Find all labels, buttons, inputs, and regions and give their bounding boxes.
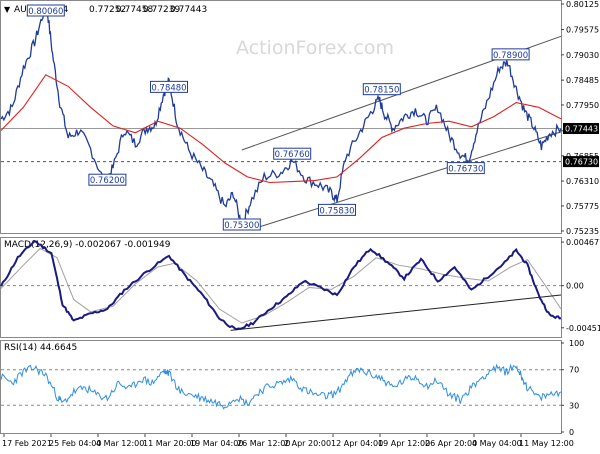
price-annotation-box [273, 147, 312, 160]
macd-layer [0, 239, 562, 331]
price-layer: 0.80060 0.78480 0.76200 0.75300 0.76760 0.758… [0, 4, 562, 231]
rsi-ytick-label: 100 [569, 339, 584, 348]
channel-lower-line [258, 131, 562, 228]
ohlc-open: 0.77252 [89, 5, 126, 15]
price-annotation-box [88, 173, 127, 186]
xtick-label: 4 May 04:00 [472, 439, 522, 448]
level-price-tag-label: 0.76730 [565, 158, 598, 167]
price-annotation-box [446, 162, 485, 175]
macd-ytick-label: -0.004519 [566, 324, 600, 333]
price-annotation-label: 0.78480 [151, 83, 186, 93]
price-ytick-label: 0.79575 [566, 26, 599, 35]
rsi-ytick-label: 70 [569, 366, 579, 375]
price-ytick-label: 0.75235 [566, 227, 599, 236]
macd-ytick-label: 0.004677 [566, 238, 600, 247]
price-annotation-label: 0.76760 [275, 150, 310, 160]
xtick-label: 17 Feb 2021 [2, 439, 52, 448]
rsi-ytick-label: 0 [569, 428, 574, 437]
macd-panel-frame [0, 237, 562, 338]
macd-signal-line [0, 247, 562, 324]
price-annotation-label: 0.76730 [448, 165, 483, 175]
xtick-label: 11 Mar 20:00 [143, 439, 196, 448]
price-annotation-label: 0.80060 [28, 7, 63, 17]
xtick-label: 19 Apr 12:00 [378, 439, 430, 448]
moving-average-line [0, 74, 562, 184]
price-ytick-label: 0.79030 [566, 51, 599, 60]
price-annotation-label: 0.78900 [493, 51, 528, 61]
price-annotation-box [318, 203, 356, 216]
price-series-line [0, 5, 562, 229]
price-ytick-label: 0.75775 [566, 202, 599, 211]
xtick-label: 25 Feb 04:00 [49, 439, 101, 448]
macd-main-line [0, 239, 562, 331]
xtick-label: 4 Mar 12:00 [96, 439, 144, 448]
price-ytick-label: 0.76310 [566, 177, 599, 186]
price-annotation-label: 0.76200 [90, 176, 125, 186]
level-price-tag [563, 156, 599, 168]
price-ytick-label: 0.80125 [566, 0, 599, 9]
xtick-label: 26 Mar 12:00 [237, 439, 290, 448]
price-annotation-label: 0.78150 [364, 86, 399, 96]
xtick-label: 2 Apr 20:00 [284, 439, 331, 448]
xtick-label: 11 May 12:00 [519, 439, 574, 448]
current-price-tag-label: 0.77443 [565, 125, 598, 134]
price-annotation-label: 0.75300 [224, 221, 259, 231]
macd-ytick-label: 0.00 [566, 282, 584, 291]
instrument-icon[interactable]: ▼ [4, 5, 11, 14]
price-annotation-box [491, 48, 530, 61]
price-ytick-label: 0.77950 [566, 101, 599, 110]
ohlc-low: 0.77239 [143, 5, 180, 15]
xtick-label: 26 Apr 20:00 [425, 439, 477, 448]
price-annotation-box [362, 83, 401, 96]
price-ytick-label: 0.78485 [566, 76, 599, 85]
rsi-label: RSI(14) 44.6645 [4, 343, 77, 353]
ohlc-close: 0.77443 [170, 5, 207, 15]
watermark: ActionForex.com [236, 37, 394, 59]
rsi-panel-frame [0, 340, 562, 434]
current-price-tag [563, 123, 599, 135]
xtick-label: 12 Apr 04:00 [331, 439, 383, 448]
price-annotation-box [26, 4, 65, 17]
price-annotation-box [150, 80, 188, 93]
xtick-label: 19 Mar 04:00 [190, 439, 243, 448]
price-annotation-label: 0.75830 [319, 206, 354, 216]
macd-trendline [230, 294, 562, 331]
ohlc-high: 0.77458 [116, 5, 153, 15]
rsi-ytick-label: 30 [569, 401, 579, 410]
price-annotation-box [222, 218, 261, 231]
rsi-layer [0, 363, 562, 410]
price-panel-frame [0, 0, 562, 234]
rsi-line [0, 363, 562, 410]
macd-label: MACD(12,26,9) -0.002067 -0.001949 [4, 240, 171, 250]
